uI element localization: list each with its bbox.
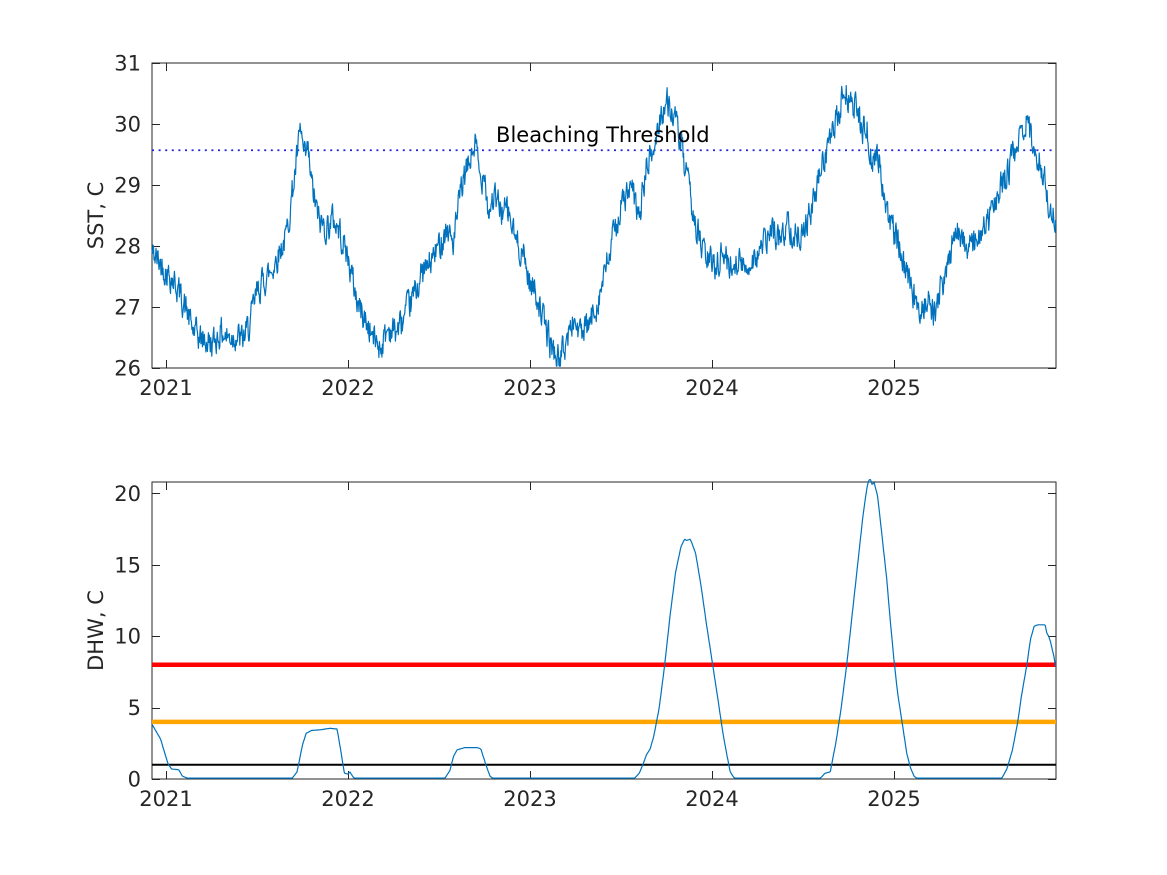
y-tick-label: 0 (128, 768, 141, 792)
x-tick-label: 2025 (867, 376, 920, 400)
axes-frame (151, 481, 1057, 780)
y-tick-label: 29 (114, 174, 141, 198)
y-tick-label: 31 (114, 52, 141, 76)
y-tick-label: 30 (114, 113, 141, 137)
y-tick-label: 5 (128, 696, 141, 720)
x-tick-label: 2021 (139, 376, 192, 400)
x-tick-label: 2023 (503, 787, 556, 811)
y-tick-label: 20 (114, 482, 141, 506)
sst-line (151, 84, 1057, 367)
x-tick-label: 2023 (503, 376, 556, 400)
y-tick-label: 27 (114, 296, 141, 320)
y-tick-label: 15 (114, 553, 141, 577)
bleaching-threshold-annotation: Bleaching Threshold (496, 123, 710, 147)
dhw-subplot: 2021 2022 2023 2024 2025 0 5 10 15 20 (114, 479, 1057, 811)
dhw-y-axis-label: DHW, C (84, 590, 108, 671)
x-tick-label: 2025 (867, 787, 920, 811)
x-tick-label: 2022 (321, 376, 374, 400)
y-tick-label: 26 (114, 357, 141, 381)
sst-y-axis-label: SST, C (84, 182, 108, 250)
x-tick-label: 2024 (685, 787, 738, 811)
x-tick-label: 2024 (685, 376, 738, 400)
y-tick-label: 28 (114, 235, 141, 259)
axes-frame (151, 62, 1057, 369)
dhw-line (151, 479, 1057, 779)
y-tick-label: 10 (114, 625, 141, 649)
sst-subplot: 2021 2022 2023 2024 2025 26 27 28 29 30 31 (114, 52, 1057, 400)
x-tick-label: 2021 (139, 787, 192, 811)
x-tick-label: 2022 (321, 787, 374, 811)
